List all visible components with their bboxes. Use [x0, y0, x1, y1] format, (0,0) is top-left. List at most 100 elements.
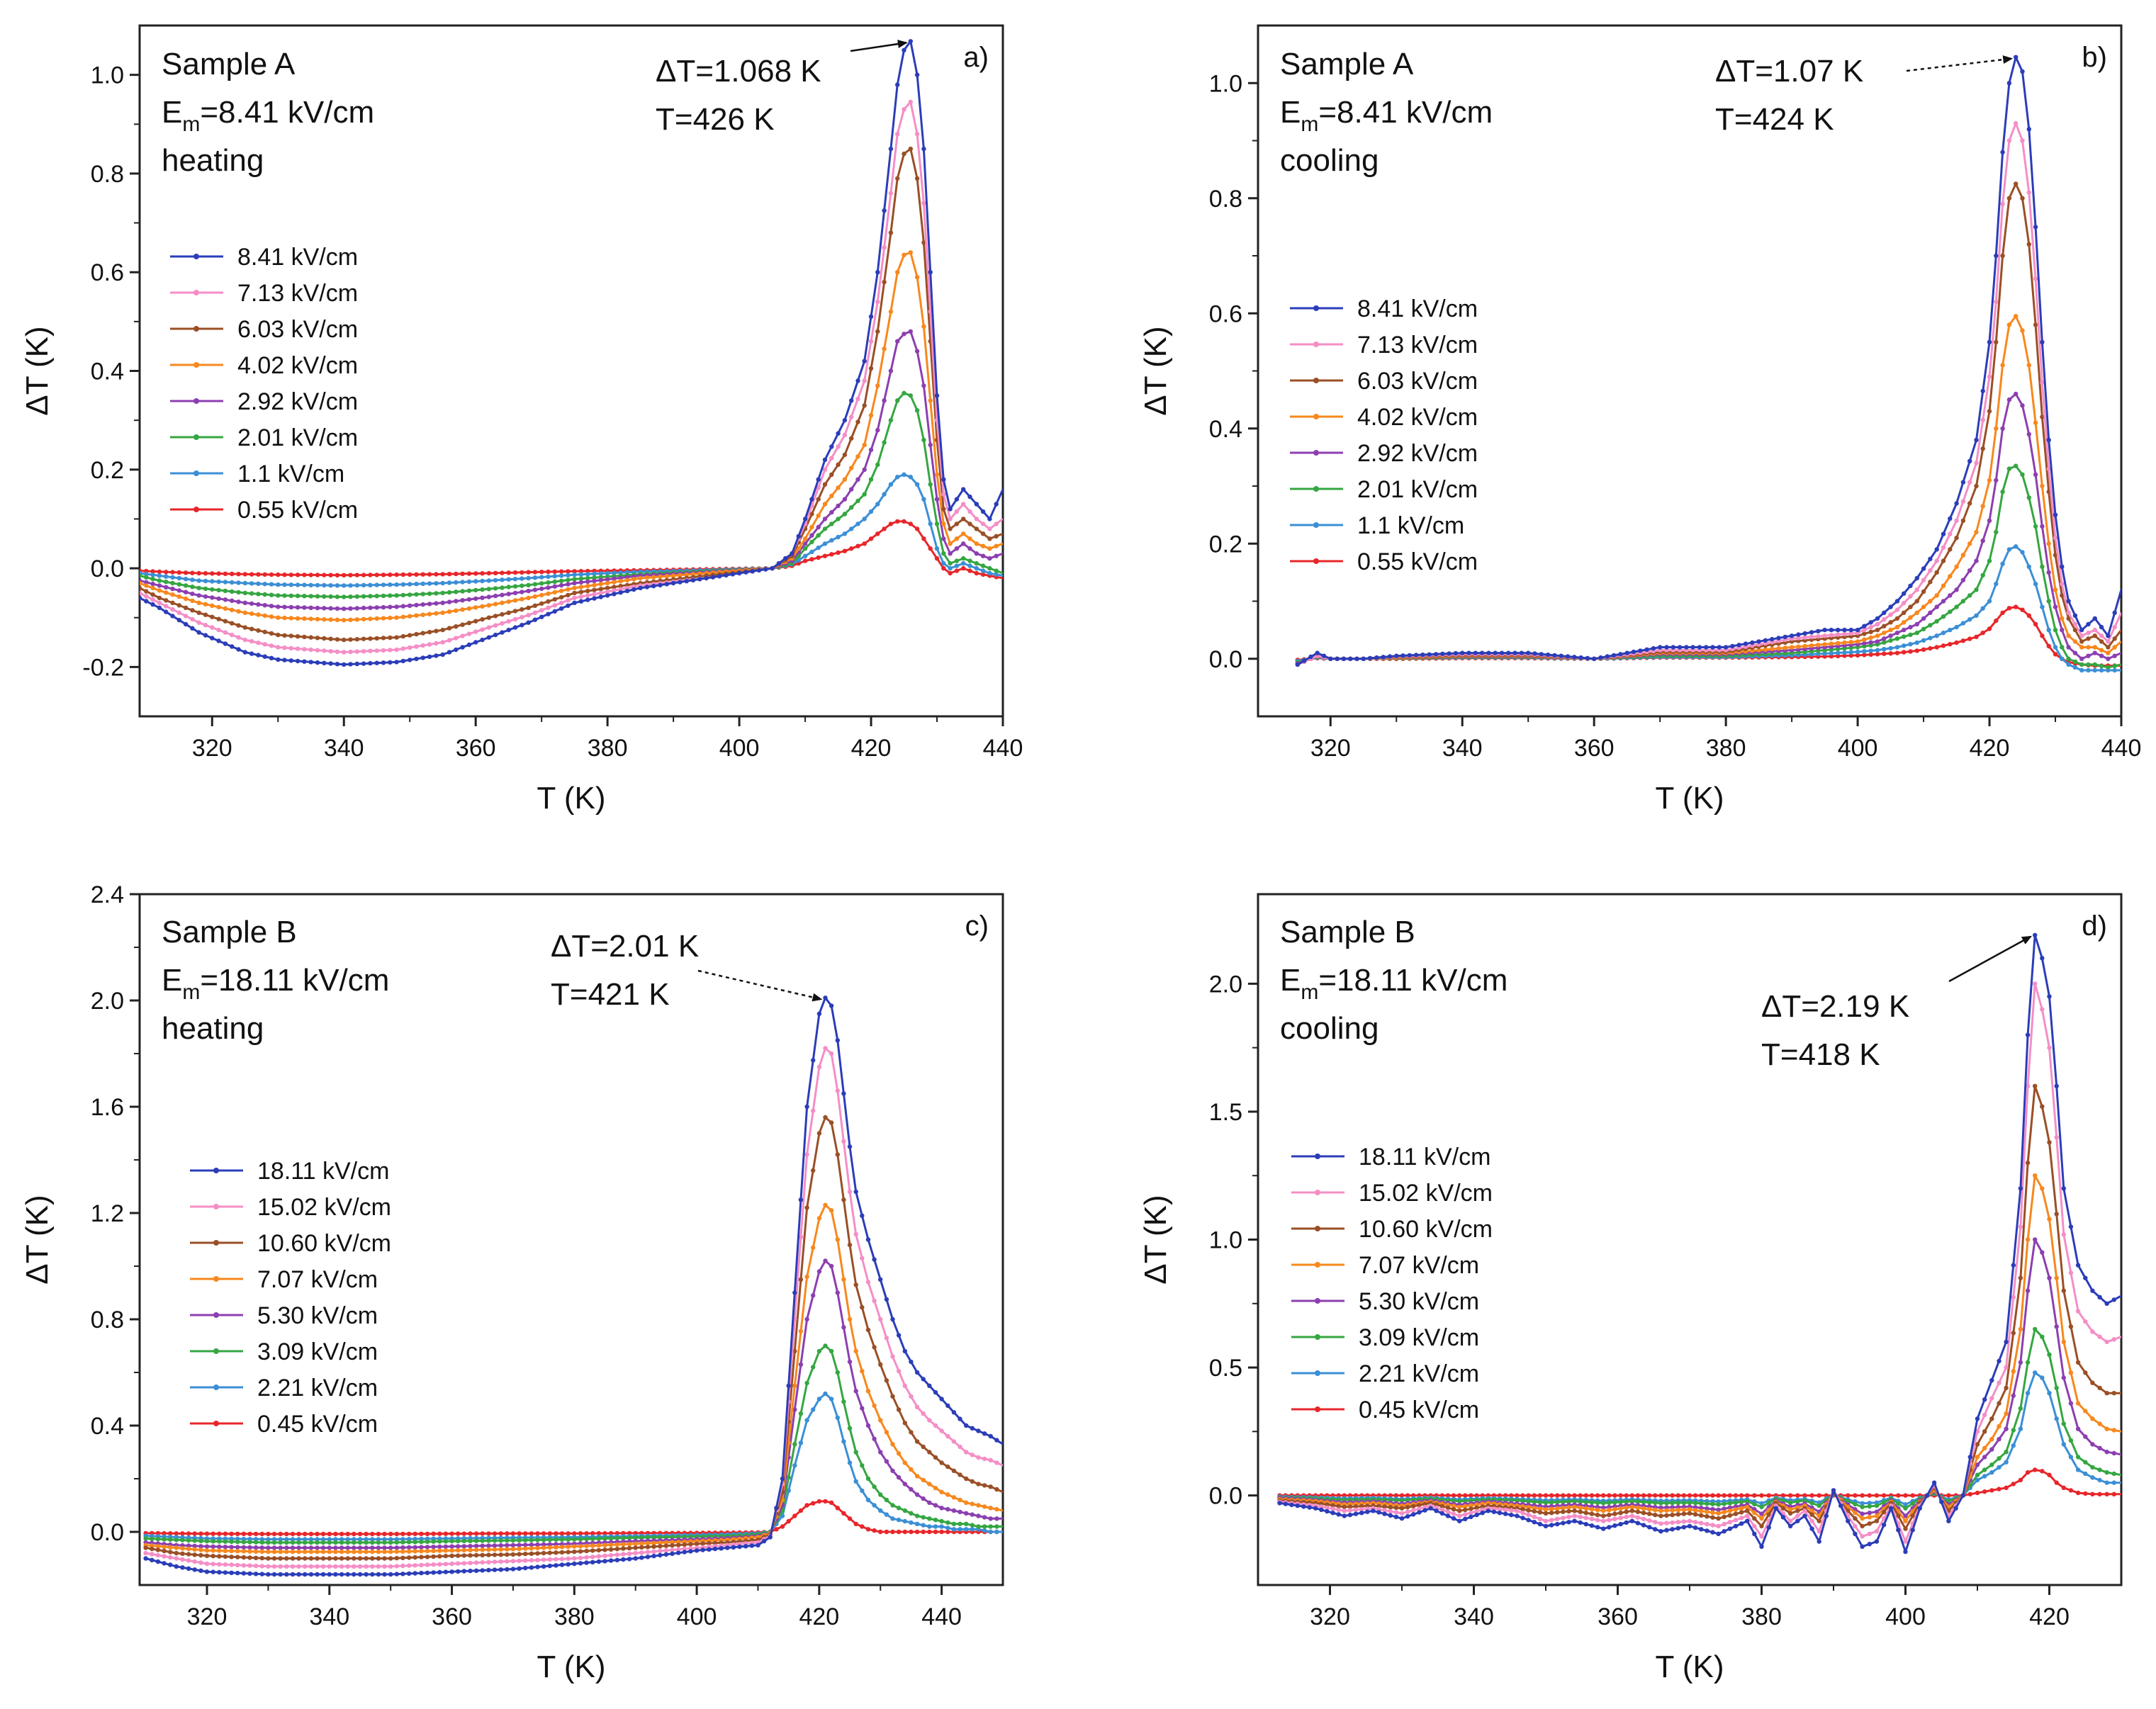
data-point	[934, 555, 940, 561]
data-point	[994, 534, 999, 538]
data-point	[1566, 1493, 1571, 1498]
data-point	[370, 1537, 375, 1542]
data-point	[1727, 1526, 1732, 1531]
legend-label: 0.55 kV/cm	[237, 497, 358, 524]
data-point	[394, 647, 399, 653]
data-point	[1578, 1499, 1583, 1504]
data-point	[493, 570, 498, 575]
data-point	[290, 1549, 296, 1555]
data-point	[2112, 610, 2117, 615]
data-point	[2111, 1450, 2116, 1456]
data-point	[1583, 1506, 1588, 1511]
data-point	[2060, 645, 2065, 650]
data-point	[437, 1531, 442, 1536]
data-point	[749, 1543, 755, 1548]
y-axis-label: ΔT (K)	[20, 1195, 55, 1284]
data-point	[1974, 587, 1979, 592]
data-point	[2000, 610, 2005, 615]
data-point	[229, 1570, 234, 1575]
data-point	[961, 531, 966, 536]
data-point	[308, 1549, 314, 1555]
data-point	[884, 1497, 889, 1503]
data-point	[1515, 1513, 1520, 1518]
data-point	[823, 1202, 828, 1208]
data-point	[2066, 656, 2071, 661]
data-point	[216, 604, 221, 609]
data-point	[1658, 1508, 1663, 1513]
data-point	[1967, 636, 1972, 641]
data-point	[948, 560, 953, 566]
data-point	[948, 565, 953, 571]
data-point	[357, 1572, 363, 1577]
data-point	[342, 618, 347, 623]
field-symbol: E	[162, 95, 182, 130]
y-tick-label: 1.6	[91, 1094, 124, 1121]
data-point	[1670, 1512, 1675, 1518]
data-point	[1705, 1501, 1709, 1506]
data-point	[1989, 1437, 1994, 1442]
data-point	[888, 521, 894, 526]
data-point	[1624, 1505, 1629, 1511]
data-point	[259, 1537, 264, 1542]
data-point	[204, 1531, 210, 1536]
data-point	[554, 1542, 558, 1547]
data-point	[638, 575, 643, 581]
data-point	[994, 553, 999, 558]
data-point	[1361, 656, 1366, 661]
data-point	[176, 588, 181, 593]
data-point	[1635, 1493, 1641, 1498]
data-point	[2033, 472, 2038, 477]
data-point	[2004, 1411, 2009, 1416]
data-point	[842, 452, 848, 458]
data-point	[566, 1531, 571, 1536]
data-point	[651, 1535, 656, 1540]
data-point	[1960, 480, 1966, 485]
data-point	[988, 1433, 993, 1439]
data-point	[2033, 1083, 2038, 1089]
data-point	[1836, 650, 1841, 655]
data-point	[1405, 1514, 1410, 1519]
data-point	[1780, 1515, 1786, 1520]
data-point	[1994, 339, 1999, 345]
data-point	[143, 1536, 148, 1541]
data-point	[614, 1547, 619, 1552]
data-point	[315, 1564, 320, 1569]
data-point	[592, 587, 597, 592]
data-point	[412, 1571, 417, 1576]
data-point	[216, 627, 221, 633]
data-point	[572, 1537, 577, 1542]
data-point	[1670, 1493, 1675, 1498]
legend-label: 8.41 kV/cm	[1357, 295, 1478, 322]
data-point	[506, 577, 511, 582]
data-point	[884, 1459, 889, 1464]
data-point	[295, 593, 301, 599]
data-point	[1816, 633, 1821, 639]
data-point	[500, 621, 505, 626]
data-point	[498, 1538, 503, 1543]
data-point	[1671, 645, 1675, 650]
legend-swatch-marker	[193, 507, 199, 512]
data-point	[945, 1506, 950, 1512]
data-point	[961, 487, 966, 492]
data-point	[1882, 651, 1887, 656]
data-point	[1607, 1493, 1612, 1498]
data-point	[1336, 1512, 1341, 1517]
data-point	[498, 1559, 503, 1564]
data-point	[1733, 1500, 1739, 1505]
data-point	[592, 578, 597, 583]
y-tick-label: 0.8	[1209, 186, 1242, 213]
data-point	[584, 1560, 589, 1565]
data-point	[241, 1531, 247, 1536]
data-point	[2053, 604, 2058, 609]
data-point	[408, 603, 412, 608]
data-point	[1809, 1518, 1814, 1523]
data-point	[974, 517, 979, 521]
data-point	[1607, 1512, 1612, 1518]
data-point	[339, 1540, 344, 1545]
data-point	[486, 603, 491, 608]
data-point	[1629, 1508, 1634, 1513]
data-point	[434, 572, 439, 577]
data-point	[447, 626, 452, 631]
data-point	[176, 610, 181, 615]
data-point	[140, 573, 142, 578]
